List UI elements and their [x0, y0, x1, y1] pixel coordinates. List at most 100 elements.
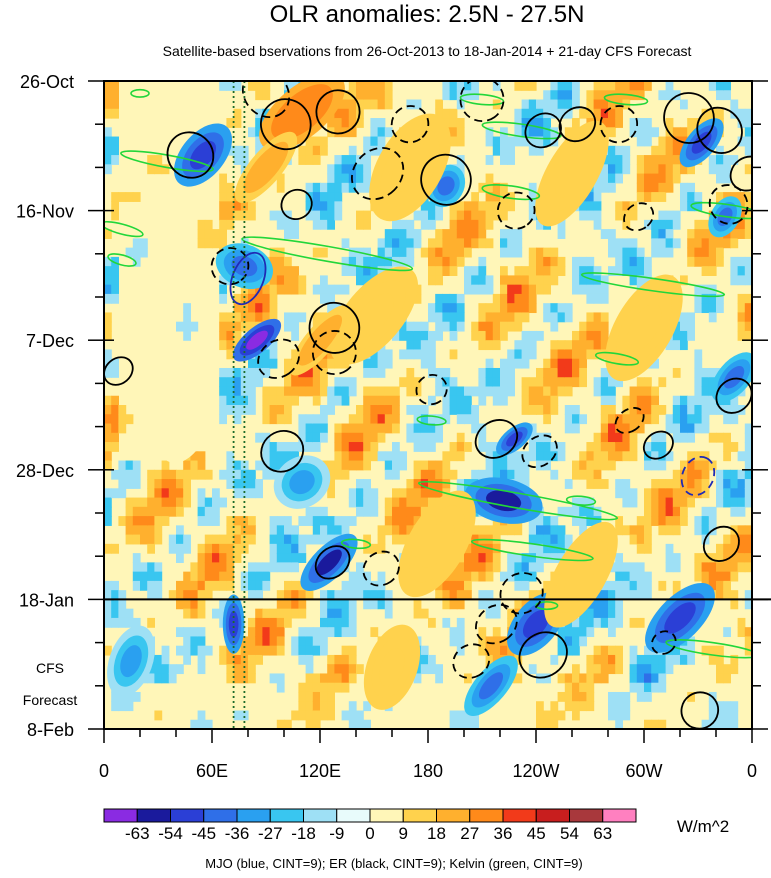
anomaly-cell — [586, 442, 595, 452]
anomaly-cell — [701, 414, 710, 425]
anomaly-cell — [608, 460, 616, 471]
anomaly-cell — [190, 451, 199, 462]
anomaly-cell — [521, 386, 530, 397]
anomaly-cell — [226, 469, 235, 480]
anomaly-cell — [550, 553, 559, 563]
anomaly-cell — [298, 145, 307, 156]
anomaly-cell — [341, 516, 350, 526]
anomaly-cell — [550, 349, 559, 360]
anomaly-cell — [370, 488, 379, 499]
anomaly-cell — [276, 719, 285, 729]
anomaly-cell — [456, 118, 465, 128]
anomaly-cell — [701, 553, 710, 563]
anomaly-cell — [629, 386, 638, 397]
anomaly-cell — [615, 617, 623, 628]
anomaly-cell — [507, 460, 515, 471]
er-contour-positive — [702, 525, 740, 562]
anomaly-cell — [730, 442, 739, 452]
anomaly-cell — [608, 173, 616, 184]
anomaly-cell — [219, 321, 227, 332]
anomaly-cell — [557, 451, 566, 462]
anomaly-cell — [348, 571, 357, 582]
x-tick-label: 60W — [625, 761, 662, 781]
anomaly-cell — [240, 210, 249, 221]
anomaly-cell — [449, 256, 458, 267]
anomaly-cell — [536, 127, 544, 138]
anomaly-cell — [730, 701, 739, 712]
anomaly-cell — [356, 275, 364, 286]
anomaly-cell — [737, 525, 746, 536]
anomaly-cell — [356, 664, 364, 675]
anomaly-cell — [320, 414, 328, 425]
anomaly-cell — [694, 293, 703, 304]
anomaly-cell — [435, 673, 443, 684]
anomaly-cell — [600, 229, 609, 239]
anomaly-blob — [723, 365, 745, 389]
anomaly-cell — [464, 284, 472, 295]
anomaly-cell — [586, 192, 595, 202]
anomaly-cell — [564, 303, 573, 314]
anomaly-cell — [356, 580, 364, 591]
anomaly-cell — [269, 340, 278, 351]
anomaly-cell — [356, 497, 364, 508]
anomaly-cell — [572, 469, 580, 480]
anomaly-cell — [557, 636, 566, 647]
anomaly-cell — [672, 497, 681, 508]
anomaly-cell — [500, 238, 508, 249]
anomaly-blob — [246, 330, 268, 350]
anomaly-cell — [248, 562, 256, 573]
anomaly-cell — [456, 636, 465, 647]
anomaly-cell — [507, 358, 515, 369]
anomaly-cell — [543, 247, 551, 258]
anomaly-cell — [572, 645, 580, 656]
anomaly-cell — [629, 580, 638, 591]
anomaly-cell — [327, 173, 335, 184]
anomaly-cell — [557, 81, 566, 91]
anomaly-cell — [428, 201, 436, 212]
anomaly-cell — [111, 90, 119, 101]
anomaly-cell — [197, 488, 206, 499]
anomaly-cell — [312, 145, 321, 156]
anomaly-cell — [636, 654, 645, 665]
colorbar-swatch — [569, 808, 604, 823]
y-tick-label: 7-Dec — [26, 331, 74, 351]
anomaly-cell — [233, 516, 242, 526]
anomaly-cell — [658, 719, 667, 729]
anomaly-cell — [586, 349, 595, 360]
anomaly-cell — [500, 284, 508, 295]
anomaly-cell — [269, 284, 278, 295]
anomaly-cell — [464, 553, 472, 563]
anomaly-cell — [615, 256, 623, 267]
anomaly-cell — [579, 516, 587, 526]
anomaly-cell — [219, 571, 227, 582]
er-contour-negative — [496, 191, 536, 230]
anomaly-cell — [672, 238, 681, 249]
anomaly-cell — [320, 636, 328, 647]
anomaly-cell — [723, 90, 731, 101]
anomaly-cell — [291, 442, 299, 452]
anomaly-cell — [608, 627, 616, 638]
anomaly-cell — [183, 488, 191, 499]
anomaly-cell — [269, 451, 278, 462]
anomaly-cell — [644, 543, 652, 554]
anomaly-cell — [586, 90, 595, 101]
anomaly-cell — [384, 497, 393, 508]
anomaly-cell — [608, 145, 616, 156]
anomaly-cell — [528, 534, 537, 545]
anomaly-cell — [557, 377, 566, 388]
anomaly-cell — [111, 423, 119, 434]
anomaly-cell — [428, 256, 436, 267]
anomaly-cell — [687, 691, 695, 702]
anomaly-cell — [147, 164, 155, 175]
anomaly-cell — [723, 155, 731, 165]
anomaly-cell — [557, 645, 566, 656]
anomaly-cell — [190, 571, 199, 582]
anomaly-cell — [334, 423, 343, 434]
anomaly-cell — [615, 608, 623, 619]
anomaly-cell — [528, 81, 537, 91]
anomaly-cell — [255, 349, 263, 360]
anomaly-cell — [485, 571, 494, 582]
anomaly-cell — [608, 580, 616, 591]
anomaly-cell — [701, 525, 710, 536]
